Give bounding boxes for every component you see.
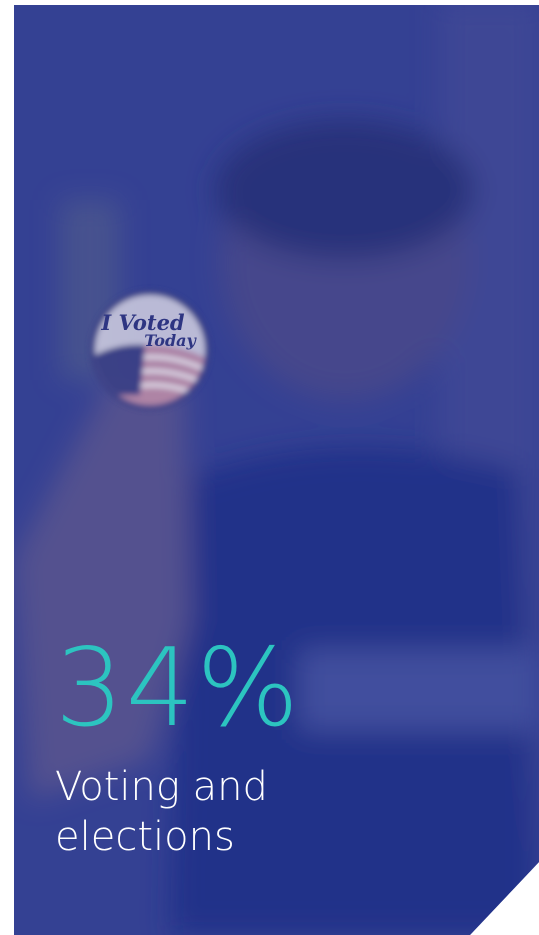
stat-label-line: elections (55, 812, 268, 862)
stat-value: 34% (55, 635, 301, 743)
sticker-line: Today (144, 331, 197, 350)
stat-label: Voting and elections (55, 762, 268, 862)
page: I Voted Today 34% Voting and elections (… (0, 0, 539, 935)
stat-label-line: Voting and (55, 762, 268, 812)
sticker (90, 290, 210, 410)
